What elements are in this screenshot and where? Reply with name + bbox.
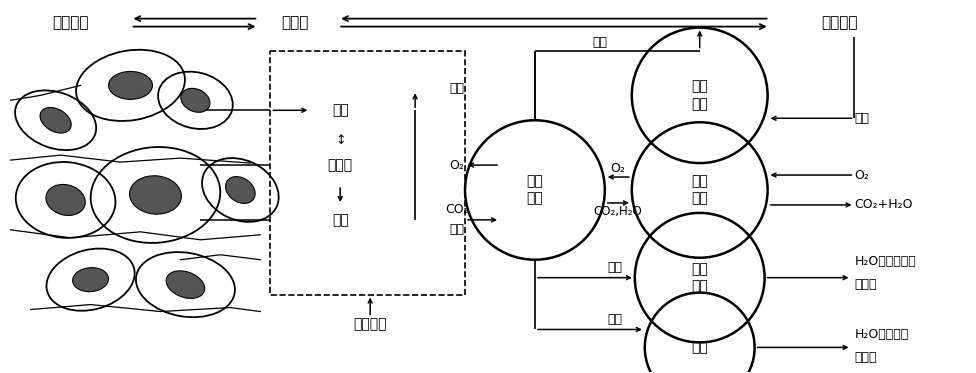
Text: CO₂+H₂O: CO₂+H₂O [854,198,913,211]
Text: 尿素等: 尿素等 [854,278,877,291]
Text: O₂: O₂ [450,159,465,172]
Text: 组织细胞: 组织细胞 [53,15,89,30]
Text: 外界环境: 外界环境 [821,15,858,30]
Text: 血浆: 血浆 [332,103,348,117]
Text: 组织液: 组织液 [328,158,352,172]
Text: 食物: 食物 [854,112,870,125]
Text: H₂O、尿素、: H₂O、尿素、 [854,328,909,341]
Text: 内环境: 内环境 [282,15,309,30]
Ellipse shape [108,72,152,99]
Text: ↕: ↕ [335,134,346,147]
Text: 循环
系统: 循环 系统 [527,174,544,206]
Ellipse shape [225,176,255,203]
Ellipse shape [72,268,108,292]
Text: 呼吸
系统: 呼吸 系统 [691,174,708,206]
Text: 无机盐: 无机盐 [854,351,877,364]
Ellipse shape [40,107,71,133]
Text: H₂O、无机盐、: H₂O、无机盐、 [854,255,916,268]
Text: 养料: 养料 [450,82,465,95]
Text: 淋巴: 淋巴 [332,213,348,227]
Text: CO₂,H₂O: CO₂,H₂O [593,206,642,219]
Ellipse shape [166,271,205,298]
Text: 废物: 废物 [607,261,623,274]
Ellipse shape [130,176,182,214]
Ellipse shape [46,184,85,216]
Bar [9,46,264,329]
Ellipse shape [181,88,210,112]
Text: O₂: O₂ [854,169,870,182]
Text: 泌尿
系统: 泌尿 系统 [691,262,708,293]
Text: 养料: 养料 [592,36,607,49]
Text: 皮肤: 皮肤 [691,341,708,354]
Text: CO₂: CO₂ [445,203,468,216]
Text: 废物: 废物 [450,223,465,236]
Text: 废物: 废物 [607,313,623,326]
Text: 消化
系统: 消化 系统 [691,80,708,111]
Bar [270,50,465,295]
Text: 细胞外液: 细胞外液 [353,317,386,332]
Text: O₂: O₂ [610,162,626,175]
